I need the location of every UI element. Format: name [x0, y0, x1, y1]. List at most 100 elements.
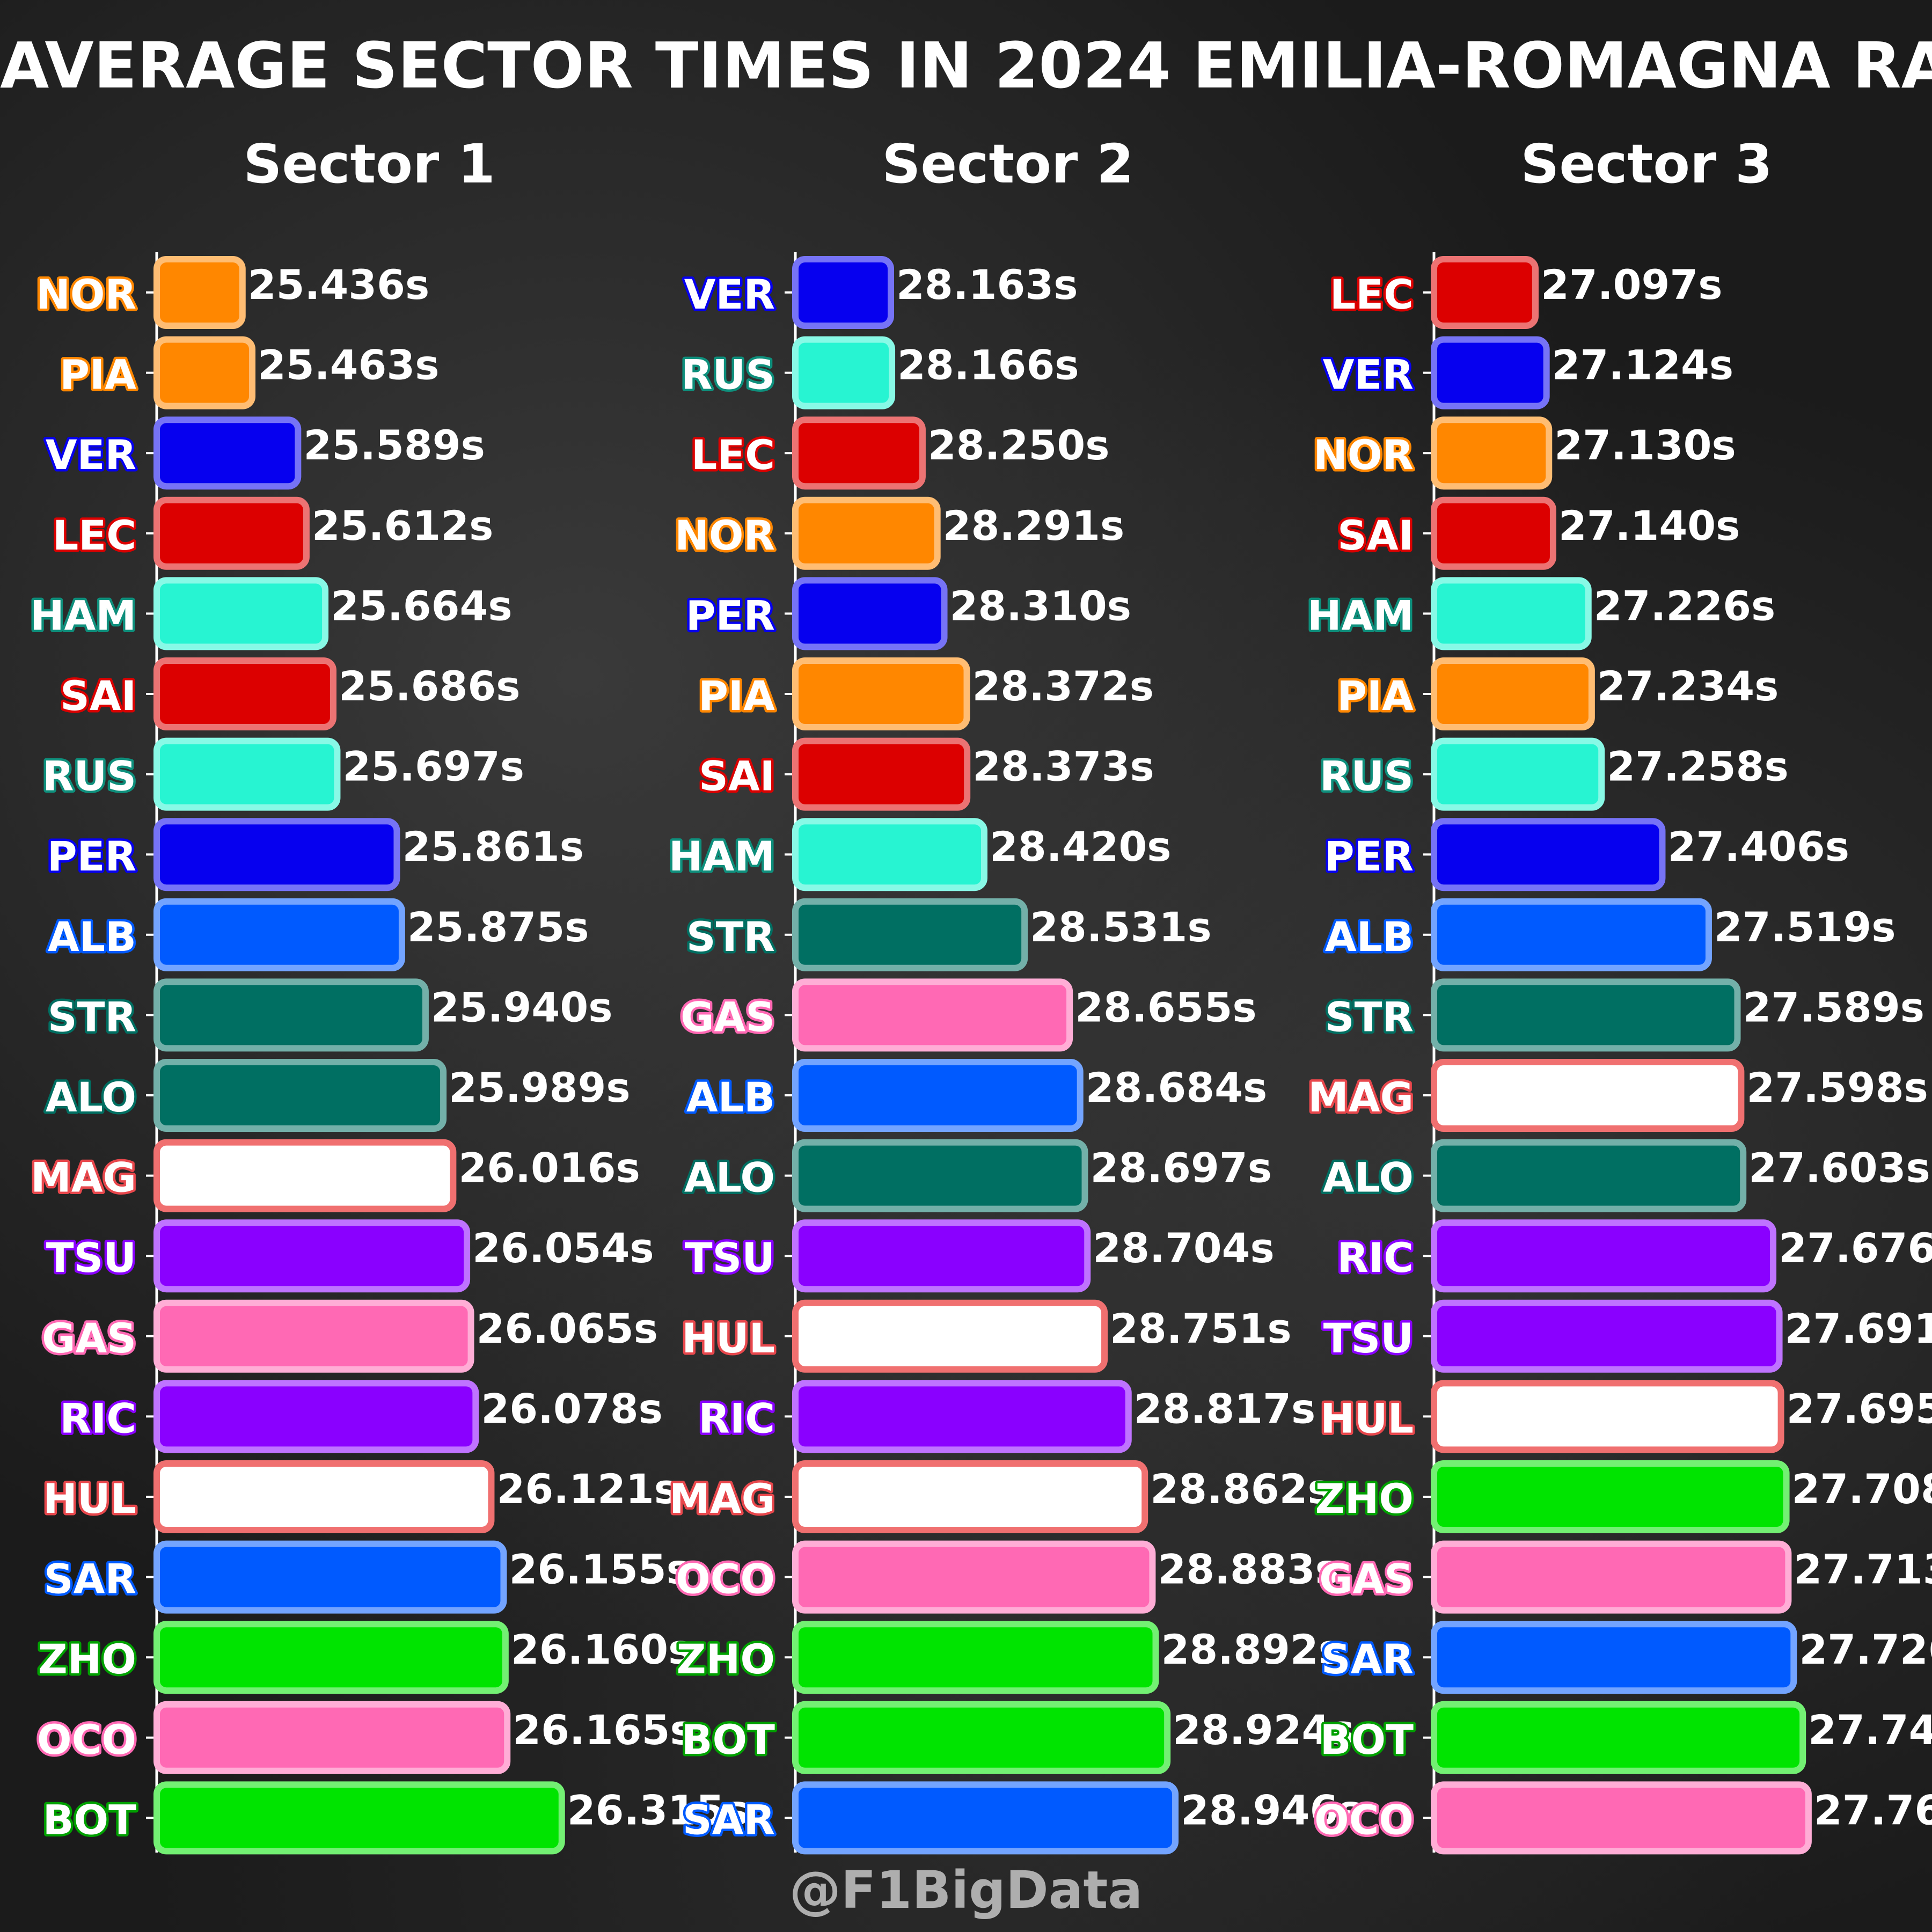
- bar-ver: [1431, 336, 1550, 409]
- driver-label-ham: HAM: [30, 591, 136, 639]
- value-label: 28.531s: [1030, 903, 1212, 951]
- value-label: 25.989s: [449, 1064, 631, 1111]
- value-label: 28.862s: [1150, 1465, 1332, 1513]
- bar-alo: [153, 1059, 447, 1132]
- bar-tsu: [153, 1219, 471, 1293]
- driver-label-oco: OCO: [676, 1555, 775, 1603]
- value-label: 28.372s: [972, 662, 1154, 710]
- bar-sai: [153, 657, 336, 730]
- driver-label-alb: ALB: [686, 1073, 775, 1121]
- driver-label-pia: PIA: [698, 672, 775, 720]
- driver-label-alb: ALB: [1325, 913, 1414, 961]
- driver-label-nor: NOR: [36, 270, 136, 318]
- driver-label-per: PER: [47, 832, 136, 880]
- value-label: 28.166s: [897, 341, 1079, 389]
- bar-bot: [792, 1701, 1171, 1774]
- sector-panel-2: Sector 2 VER 28.163s RUS 28.166s LEC 28.250s NO…: [666, 133, 1363, 1855]
- value-label: 26.121s: [496, 1465, 678, 1513]
- driver-label-per: PER: [686, 591, 775, 639]
- value-label: 28.163s: [896, 261, 1078, 309]
- driver-label-str: STR: [1325, 993, 1414, 1041]
- bar-mag: [153, 1139, 457, 1212]
- value-label: 25.612s: [312, 502, 494, 550]
- bar-sar: [792, 1781, 1179, 1855]
- value-label: 27.676s: [1779, 1224, 1932, 1272]
- value-label: 27.097s: [1541, 261, 1723, 309]
- bar-lec: [1431, 256, 1539, 329]
- bar-alb: [153, 898, 405, 971]
- driver-label-zho: ZHO: [38, 1635, 136, 1683]
- value-label: 25.697s: [342, 743, 524, 791]
- driver-label-ver: VER: [684, 270, 775, 318]
- value-label: 28.883s: [1158, 1546, 1340, 1593]
- driver-label-pia: PIA: [60, 351, 136, 399]
- driver-label-pia: PIA: [1337, 672, 1414, 720]
- value-label: 28.946s: [1181, 1786, 1363, 1834]
- bar-rus: [153, 737, 341, 811]
- value-label: 27.695s: [1787, 1385, 1932, 1432]
- driver-label-per: PER: [1324, 832, 1414, 880]
- bar-oco: [1431, 1781, 1812, 1855]
- value-label: 27.713s: [1794, 1546, 1932, 1593]
- bar-per: [792, 577, 948, 650]
- bar-hul: [153, 1460, 495, 1533]
- value-label: 27.726s: [1799, 1626, 1932, 1673]
- bar-bot: [153, 1781, 565, 1855]
- value-label: 27.226s: [1594, 582, 1776, 630]
- bar-ver: [792, 256, 895, 329]
- bar-lec: [153, 496, 310, 570]
- driver-label-tsu: TSU: [1323, 1314, 1414, 1362]
- value-label: 25.589s: [303, 421, 485, 469]
- driver-label-rus: RUS: [681, 351, 775, 399]
- driver-label-ric: RIC: [1337, 1234, 1414, 1282]
- driver-label-tsu: TSU: [685, 1234, 775, 1282]
- driver-label-hul: HUL: [43, 1475, 136, 1523]
- value-label: 26.016s: [458, 1144, 640, 1192]
- driver-label-tsu: TSU: [46, 1234, 136, 1282]
- watermark: @F1BigData: [789, 1860, 1143, 1920]
- bar-oco: [792, 1540, 1156, 1614]
- value-label: 25.686s: [339, 662, 521, 710]
- value-label: 28.291s: [943, 502, 1125, 550]
- bar-hul: [792, 1299, 1108, 1373]
- bar-gas: [153, 1299, 474, 1373]
- driver-label-mag: MAG: [31, 1154, 136, 1202]
- driver-label-oco: OCO: [1314, 1796, 1414, 1843]
- value-label: 27.748s: [1808, 1706, 1932, 1754]
- chart-title: AVERAGE SECTOR TIMES IN 2024 EMILIA-ROMA…: [0, 28, 1932, 103]
- value-label: 28.655s: [1075, 983, 1257, 1031]
- value-label: 28.250s: [928, 421, 1110, 469]
- driver-label-gas: GAS: [680, 993, 775, 1041]
- value-label: 28.892s: [1161, 1626, 1343, 1673]
- value-label: 28.924s: [1173, 1706, 1355, 1754]
- bar-pia: [153, 336, 256, 409]
- driver-label-rus: RUS: [1320, 752, 1414, 800]
- bar-nor: [153, 256, 246, 329]
- value-label: 26.155s: [509, 1546, 691, 1593]
- driver-label-lec: LEC: [691, 431, 775, 479]
- bar-sai: [1431, 496, 1556, 570]
- value-label: 28.697s: [1091, 1144, 1272, 1192]
- bar-ham: [792, 818, 987, 891]
- value-label: 26.315s: [567, 1786, 749, 1834]
- driver-label-ver: VER: [46, 431, 136, 479]
- bar-tsu: [1431, 1299, 1783, 1373]
- bar-str: [792, 898, 1028, 971]
- driver-label-nor: NOR: [675, 511, 775, 559]
- driver-label-nor: NOR: [1313, 431, 1414, 479]
- value-label: 27.708s: [1792, 1465, 1932, 1513]
- driver-label-lec: LEC: [1330, 270, 1414, 318]
- bar-alo: [1431, 1139, 1747, 1212]
- value-label: 28.817s: [1134, 1385, 1316, 1432]
- value-label: 27.589s: [1743, 983, 1924, 1031]
- sector-panel-3: Sector 3 LEC 27.097s VER 27.124s NOR 27.130s SA…: [1305, 133, 1932, 1855]
- bar-gas: [792, 978, 1073, 1052]
- value-label: 28.420s: [990, 823, 1172, 870]
- bar-zho: [792, 1621, 1159, 1694]
- driver-label-alo: ALO: [46, 1073, 136, 1121]
- driver-label-str: STR: [686, 913, 775, 961]
- bar-ric: [1431, 1219, 1777, 1293]
- driver-label-bot: BOT: [1320, 1716, 1414, 1763]
- value-label: 25.940s: [431, 983, 613, 1031]
